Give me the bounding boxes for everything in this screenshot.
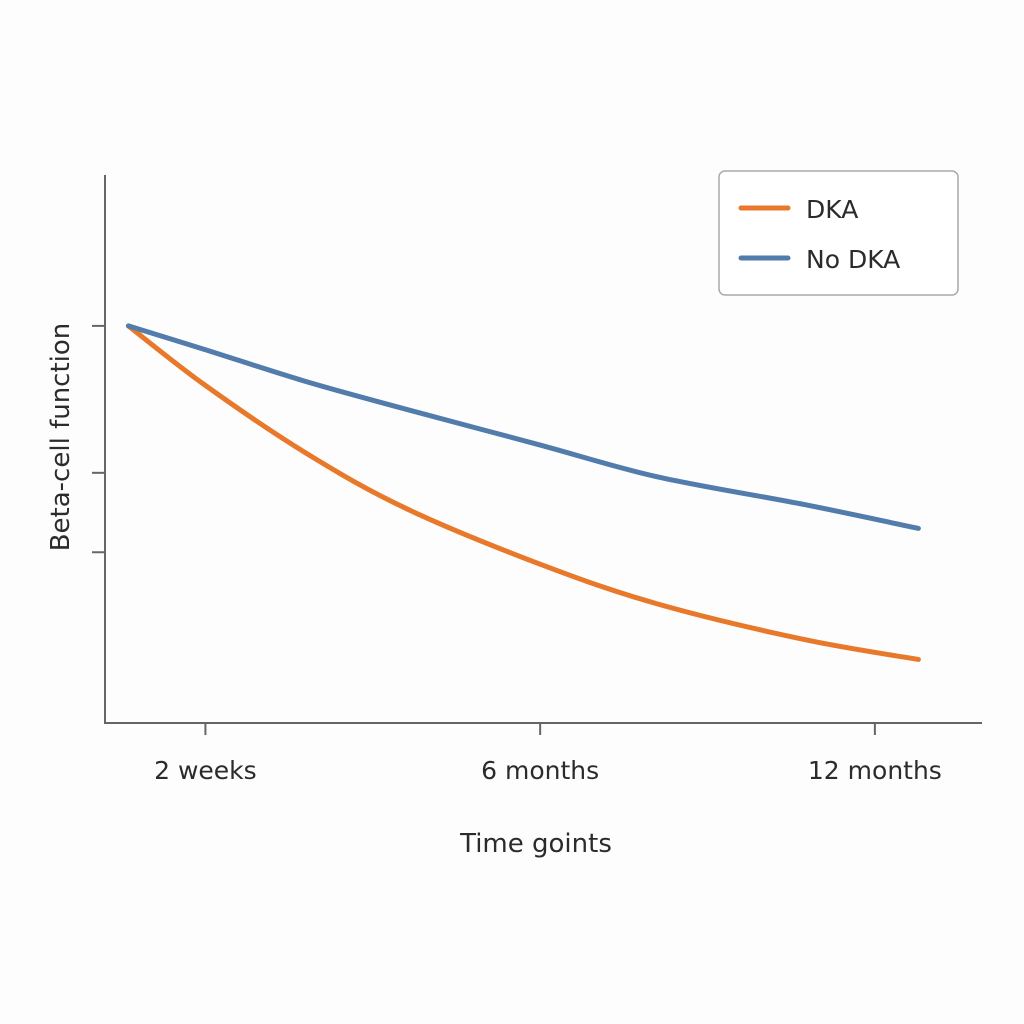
series-line-dka <box>125 323 921 662</box>
legend-label-dka: DKA <box>806 195 858 224</box>
x-tick-label: 2 weeks <box>154 756 257 785</box>
x-axis-title: Time goints <box>459 829 612 859</box>
legend: DKA No DKA <box>718 170 959 296</box>
legend-label-no-dka: No DKA <box>806 245 900 274</box>
x-tick-label: 6 months <box>481 756 599 785</box>
y-axis-title: Beta-cell function <box>46 323 76 552</box>
legend-box <box>718 170 959 296</box>
series-line-no-dka <box>125 323 921 531</box>
x-tick-label: 12 months <box>808 756 942 785</box>
